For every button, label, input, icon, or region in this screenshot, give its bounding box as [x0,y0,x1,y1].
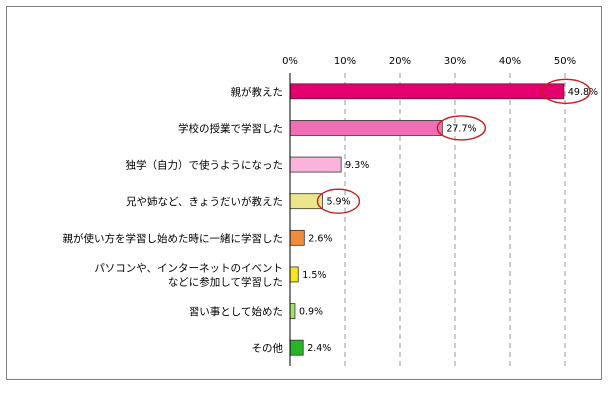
category-label: 独学（自力）で使うようになった [126,159,284,172]
category-label: その他 [252,342,284,355]
value-label: 27.7% [446,123,476,134]
value-label: 2.6% [308,233,332,244]
bar [289,229,305,246]
bar [289,266,299,283]
category-label: 親が教えた [231,85,284,98]
bar [289,83,565,100]
x-tick-label: 20% [389,56,411,67]
value-label: 5.9% [326,197,350,208]
chart-frame [6,6,602,380]
category-label: 兄や姉など、きょうだいが教えた [126,195,283,208]
bar [289,156,342,173]
value-label: 1.5% [302,270,326,281]
highlight-ellipses [316,78,591,214]
x-tick-label: 50% [554,56,576,67]
value-labels: 49.8% 27.7% 9.3% 5.9% 2.6% 1.5% 0.9% 2.4% [299,87,598,354]
bars [289,83,565,356]
value-label: 0.9% [299,307,323,318]
value-label: 9.3% [345,160,369,171]
highlight-ellipse [541,78,591,105]
highlight-ellipse [436,115,487,141]
bar [289,303,296,319]
bar [289,120,443,136]
category-labels: 親が教えた学校の授業で学習した独学（自力）で使うようになった兄や姉など、きょうだ… [63,85,284,354]
x-tick-label: 10% [334,56,356,67]
x-tick-label: 0% [282,56,298,67]
category-label: 学校の授業で学習した [178,122,283,135]
bar [289,339,304,356]
category-label: 習い事として始めた [189,305,283,318]
highlight-ellipse [316,188,361,214]
tick-labels: 0% 10% 20% 30% 40% 50% [282,56,576,67]
x-tick-label: 40% [499,56,521,67]
value-label: 2.4% [307,343,331,354]
category-label: 親が使い方を学習し始めた時に一緒に学習した [63,232,284,245]
category-label: などに参加して学習した [168,275,283,288]
category-label: パソコンや、インターネットのイベント [94,262,283,274]
value-label: 49.8% [568,87,598,98]
x-tick-label: 30% [444,56,466,67]
